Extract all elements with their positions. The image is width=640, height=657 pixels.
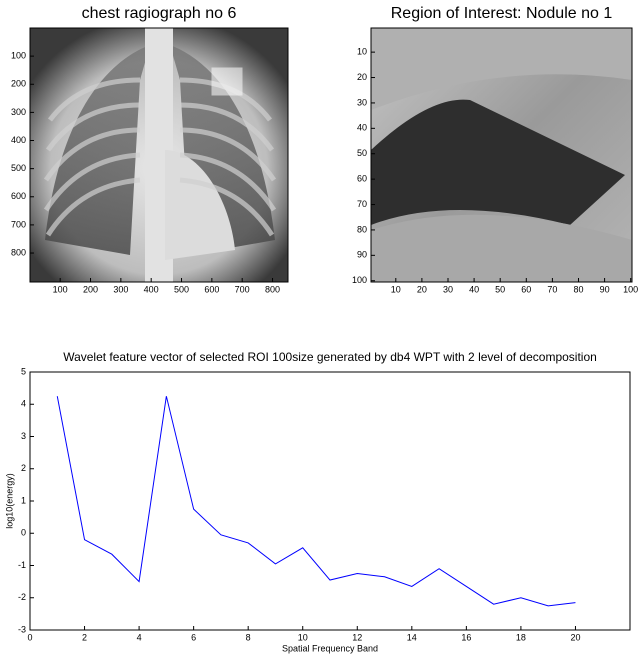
y-axis-label: log10(energy) [4, 473, 14, 529]
chart-title: chest ragiograph no 6 [82, 5, 237, 22]
x-tick-label: 70 [547, 284, 557, 294]
y-tick-label: 800 [11, 247, 26, 257]
x-tick-label: 100 [623, 284, 638, 294]
y-tick-label: 80 [357, 224, 367, 234]
y-tick-label: 1 [21, 495, 26, 505]
x-tick-label: 600 [204, 284, 219, 294]
x-tick-label: 6 [191, 632, 196, 642]
y-tick-label: 60 [357, 174, 367, 184]
x-tick-label: 16 [461, 632, 471, 642]
axes-box [30, 372, 630, 630]
y-tick-label: 4 [21, 399, 26, 409]
chart-title: Region of Interest: Nodule no 1 [391, 5, 613, 22]
y-tick-label: 100 [352, 275, 367, 285]
x-tick-label: 90 [600, 284, 610, 294]
figure: chest ragiograph no 61002003004005006007… [0, 0, 640, 657]
x-tick-label: 300 [113, 284, 128, 294]
y-tick-label: 10 [357, 47, 367, 57]
y-tick-label: 0 [21, 528, 26, 538]
x-tick-label: 800 [265, 284, 280, 294]
y-tick-label: 5 [21, 366, 26, 376]
x-tick-label: 18 [516, 632, 526, 642]
x-tick-label: 10 [298, 632, 308, 642]
y-tick-label: 700 [11, 219, 26, 229]
y-tick-label: 300 [11, 107, 26, 117]
x-tick-label: 50 [495, 284, 505, 294]
x-tick-label: 700 [235, 284, 250, 294]
y-tick-label: 500 [11, 163, 26, 173]
x-tick-label: 4 [137, 632, 142, 642]
x-tick-label: 0 [27, 632, 32, 642]
y-tick-label: 70 [357, 199, 367, 209]
x-tick-label: 400 [144, 284, 159, 294]
y-tick-label: -2 [18, 592, 26, 602]
x-tick-label: 40 [469, 284, 479, 294]
y-tick-label: 50 [357, 148, 367, 158]
x-tick-label: 2 [82, 632, 87, 642]
x-tick-label: 30 [443, 284, 453, 294]
y-tick-label: -1 [18, 560, 26, 570]
y-tick-label: 3 [21, 431, 26, 441]
x-tick-label: 80 [573, 284, 583, 294]
y-tick-label: 200 [11, 79, 26, 89]
y-tick-label: 40 [357, 123, 367, 133]
x-axis-label: Spatial Frequency Band [282, 643, 378, 653]
x-tick-label: 500 [174, 284, 189, 294]
x-tick-label: 20 [417, 284, 427, 294]
y-tick-label: 100 [11, 51, 26, 61]
x-tick-label: 10 [391, 284, 401, 294]
y-tick-label: 30 [357, 97, 367, 107]
y-tick-label: 2 [21, 463, 26, 473]
y-tick-label: 20 [357, 72, 367, 82]
y-tick-label: 90 [357, 250, 367, 260]
y-tick-label: -3 [18, 624, 26, 634]
x-tick-label: 14 [407, 632, 417, 642]
y-tick-label: 600 [11, 191, 26, 201]
x-tick-label: 8 [246, 632, 251, 642]
x-tick-label: 12 [352, 632, 362, 642]
x-tick-label: 100 [53, 284, 68, 294]
x-tick-label: 60 [521, 284, 531, 294]
x-tick-label: 200 [83, 284, 98, 294]
line-series [57, 396, 575, 606]
chest-image [30, 28, 288, 282]
y-tick-label: 400 [11, 135, 26, 145]
roi-image [371, 28, 632, 282]
x-tick-label: 20 [570, 632, 580, 642]
chart-title: Wavelet feature vector of selected ROI 1… [63, 350, 597, 364]
